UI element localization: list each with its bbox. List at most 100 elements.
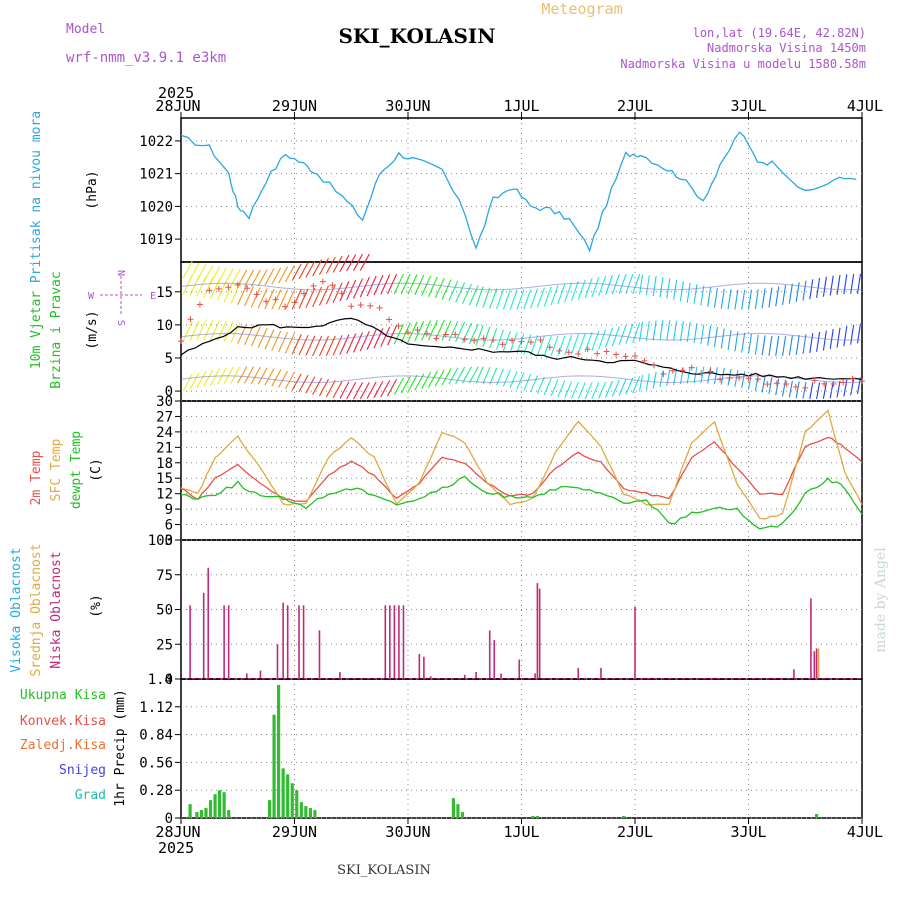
precip-bar: [622, 816, 626, 818]
wind-barb: [591, 276, 600, 298]
wind-barb: [850, 378, 855, 396]
y-tick-label: 6: [165, 518, 173, 534]
wind-barb: [298, 262, 309, 280]
wind-barb: [822, 276, 827, 297]
wind-barb: [795, 381, 800, 399]
wind-barb: [516, 333, 525, 354]
gust-marker: [187, 316, 194, 323]
wind-barb: [332, 255, 343, 273]
wind-barb: [182, 321, 193, 342]
gust-marker: [319, 278, 326, 285]
wind-barb: [720, 328, 725, 349]
wind-barb: [359, 253, 370, 271]
wind-barb: [727, 289, 732, 310]
wind-barb: [359, 330, 370, 352]
wind-barb: [598, 381, 607, 399]
wind-barb: [598, 275, 607, 296]
wind-barb: [809, 333, 814, 354]
wind-barb: [455, 282, 466, 303]
precip-bar: [456, 804, 460, 818]
wind-barb: [393, 273, 404, 295]
wind-barb: [455, 321, 466, 342]
wind-barb: [659, 320, 664, 341]
gust-marker: [830, 381, 837, 388]
wind-barb: [305, 376, 316, 394]
wind-barb: [291, 334, 302, 355]
wind-barb: [754, 289, 759, 310]
gust-marker: [196, 301, 203, 308]
wind-barb: [387, 379, 398, 397]
wind-barb: [707, 286, 712, 307]
wind-barb: [427, 370, 438, 388]
pressure-title: Pritisak na nivou mora: [29, 111, 44, 283]
wind-barb: [318, 257, 329, 276]
wind-barb: [468, 366, 479, 384]
gust-marker: [698, 370, 705, 377]
wind-barb: [325, 284, 336, 305]
y-tick-label: 0.28: [139, 783, 173, 799]
precip-bar: [815, 814, 819, 818]
wind-barb: [230, 283, 241, 304]
wind-barb: [775, 336, 780, 357]
gust-marker: [272, 296, 279, 303]
wind-barb: [816, 331, 821, 352]
gust-marker: [310, 282, 317, 289]
wind-title-line1: 10m Vjetar: [29, 291, 44, 369]
wind-hatch-group: [182, 253, 862, 400]
y-tick-label: 18: [156, 456, 173, 472]
wind-barb: [203, 369, 214, 387]
wind-barb: [713, 287, 718, 308]
wind-barb: [407, 274, 418, 295]
wind-barb: [584, 382, 593, 400]
gust-marker: [707, 368, 714, 375]
chart-title: SKI_KOLASIN: [338, 24, 495, 48]
wind-barb: [598, 329, 607, 350]
wind-barb: [339, 381, 350, 399]
precip-bar: [295, 790, 299, 818]
wind-barb: [271, 330, 282, 351]
wind-barb: [264, 288, 275, 310]
wind-barb: [421, 320, 432, 341]
wind-barb: [645, 320, 650, 341]
date-label-top: 4JUL: [847, 97, 883, 115]
gust-marker: [244, 285, 251, 292]
wind-barb: [189, 372, 200, 390]
y-tick-label: 0: [165, 672, 173, 688]
gust-marker: [584, 346, 591, 353]
precip-bar: [299, 802, 303, 818]
wind-barb: [455, 366, 466, 384]
wind-barb: [632, 273, 641, 295]
wind-barb: [203, 320, 214, 341]
date-label-top: 2JUL: [617, 97, 653, 115]
y-tick-label: 24: [156, 425, 173, 441]
wind-barb: [325, 380, 336, 398]
wind-barb: [693, 323, 698, 344]
wind-barb: [584, 278, 593, 299]
wind-barb: [686, 366, 691, 384]
wind-barb: [604, 380, 613, 398]
wind-barb: [441, 368, 452, 386]
wind-barb: [448, 367, 459, 385]
wind-barb: [387, 325, 398, 346]
gust-marker: [480, 335, 487, 342]
wind-barb: [788, 380, 793, 398]
date-label-bottom: 1JUL: [503, 823, 539, 841]
wind-barb: [802, 334, 807, 355]
wind-barb: [788, 283, 793, 304]
date-label-bottom: 30JUN: [385, 823, 430, 841]
wind-barb: [414, 320, 425, 342]
precip-bar: [267, 800, 272, 818]
wind-barb: [203, 265, 214, 283]
gust-marker: [263, 298, 270, 305]
wind-barb: [244, 366, 255, 384]
gust-marker: [802, 384, 809, 391]
top-date-labels: 28JUN 29JUN 30JUN 1JUL 2JUL 3JUL 4JUL: [155, 97, 883, 115]
gust-marker: [773, 380, 780, 387]
wind-barb: [400, 376, 411, 394]
wind-barb: [843, 326, 848, 347]
wind-barb: [856, 377, 862, 395]
wind-barb: [822, 382, 827, 399]
wind-barb: [312, 259, 323, 277]
wind-barb: [618, 378, 627, 396]
wind-barb: [577, 279, 586, 300]
